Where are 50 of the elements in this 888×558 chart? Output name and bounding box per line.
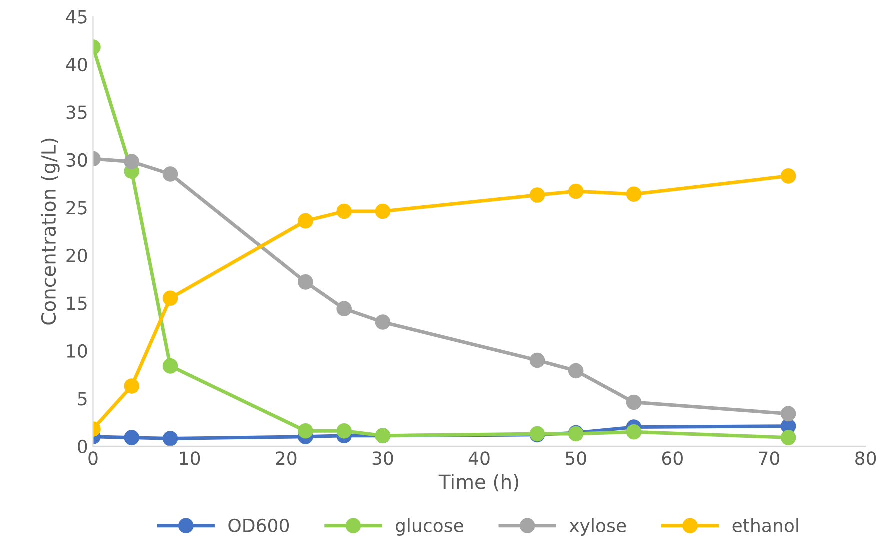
y-tick-label: 30 [66,153,88,168]
x-tick-label: 30 [372,452,394,466]
point [568,363,584,379]
point [336,301,352,317]
point [124,430,140,446]
y-tick-label: 5 [78,392,87,406]
legend-label: ethanol [732,518,798,532]
legend-label: glucose [396,518,464,536]
point [530,188,546,203]
y-tick-label: 15 [67,296,87,310]
point [530,352,546,368]
x-tick-label: 70 [759,452,780,466]
y-tick-label: 35 [66,106,87,120]
legend-label: xylose [570,518,626,536]
x-tick-label: 20 [276,452,297,466]
y-tick-label: 10 [67,344,88,358]
point [162,166,178,182]
point [162,290,178,306]
point [626,186,642,202]
point [780,168,796,184]
point [568,184,584,200]
y-tick-label: 20 [66,248,88,263]
point [780,430,796,446]
x-tick-label: 80 [856,452,876,466]
point [375,314,391,330]
x-tick-label: 10 [180,452,200,466]
point [124,378,140,394]
point [162,431,178,446]
point [336,423,352,439]
point [375,204,391,220]
x-tick-label: 0 [88,452,98,466]
point [298,274,314,290]
point [626,424,642,440]
point [626,394,642,410]
point [298,423,314,439]
point [124,154,140,170]
point [298,213,314,229]
y-tick-label: 40 [66,58,88,72]
legend-label: OD600 [228,518,290,532]
y-tick-label: 0 [78,440,88,454]
x-axis-title: Time (h) [438,474,518,492]
x-tick-label: 40 [468,452,490,466]
y-axis-title: Concentration (g/L) [41,138,60,325]
point [780,406,796,422]
x-tick-label: 50 [566,452,586,466]
y-tick-label: 25 [66,201,87,215]
point [162,358,178,374]
point [336,204,352,220]
y-tick-label: 45 [66,10,87,24]
x-tick-label: 60 [662,452,683,466]
